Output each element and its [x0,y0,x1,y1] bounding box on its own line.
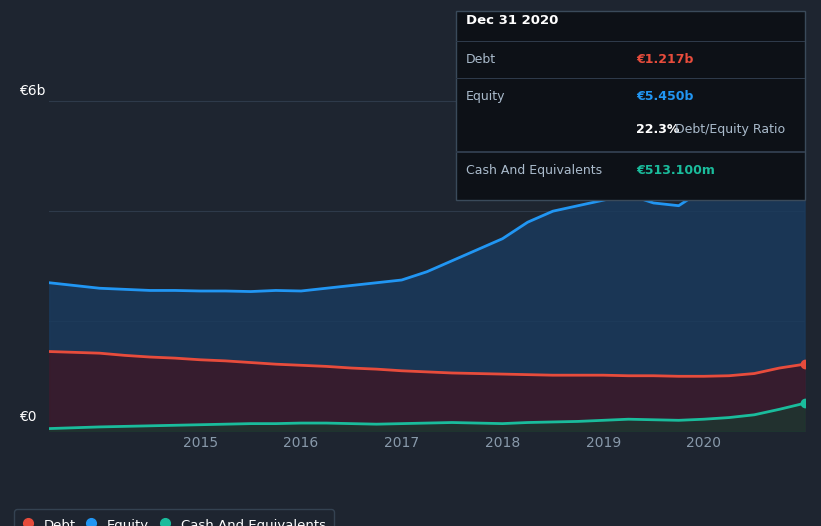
Text: €6b: €6b [19,84,45,98]
Text: 22.3%: 22.3% [636,123,680,136]
Text: €513.100m: €513.100m [636,164,715,177]
Text: Equity: Equity [466,90,505,103]
Legend: Debt, Equity, Cash And Equivalents: Debt, Equity, Cash And Equivalents [14,510,334,526]
Text: €5.450b: €5.450b [636,90,694,103]
Text: €1.217b: €1.217b [636,53,694,66]
Text: Cash And Equivalents: Cash And Equivalents [466,164,602,177]
Text: Debt/Equity Ratio: Debt/Equity Ratio [675,123,785,136]
Text: Dec 31 2020: Dec 31 2020 [466,14,558,27]
Text: €0: €0 [19,410,37,424]
Text: Debt: Debt [466,53,496,66]
